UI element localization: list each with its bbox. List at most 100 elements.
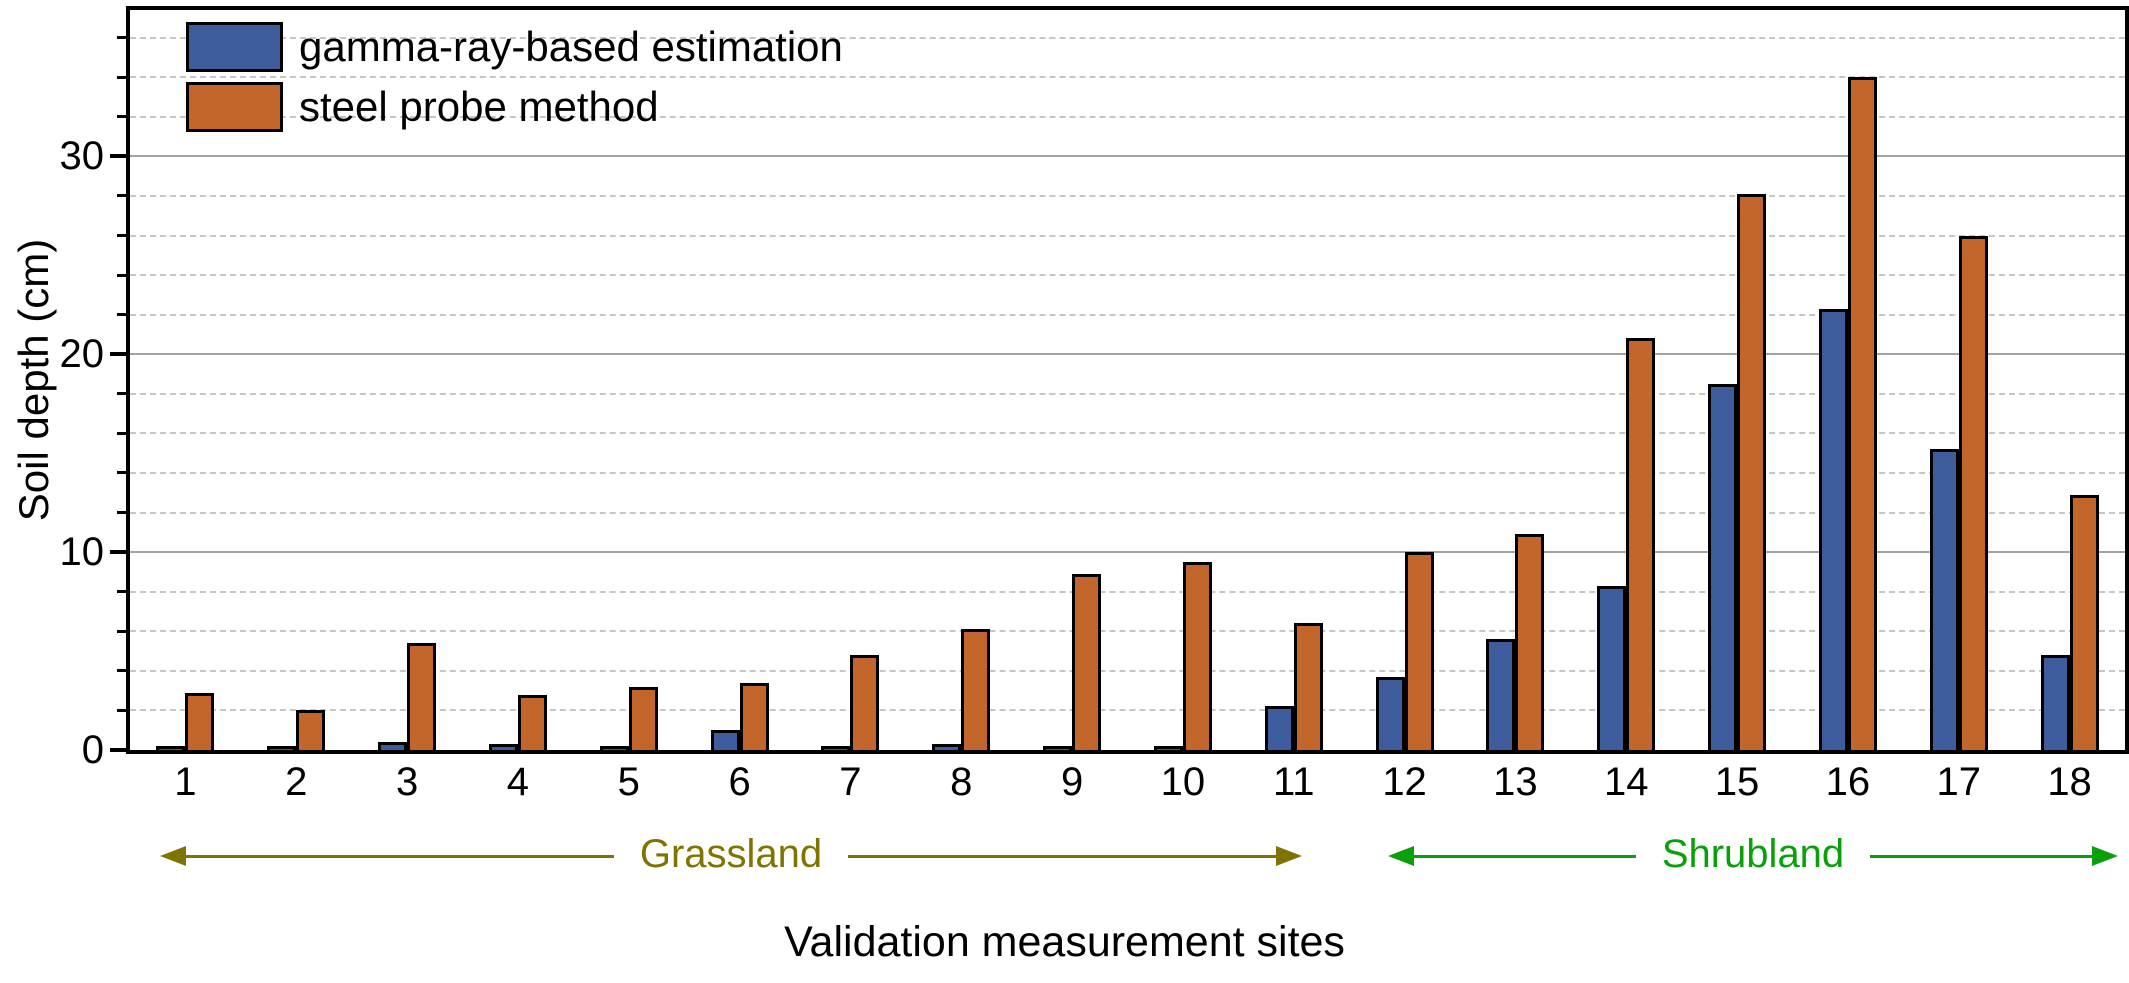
bar-gamma-site-15 — [1708, 384, 1738, 750]
arrow-right-icon — [1276, 846, 1302, 866]
major-gridline-10 — [130, 551, 2125, 554]
bar-group-site-15 — [1682, 10, 1793, 750]
region-label-shrubland: Shrubland — [1661, 832, 1845, 876]
bar-steel-site-2 — [296, 710, 326, 750]
bar-group-site-18 — [2014, 10, 2125, 750]
x-tick-label-6: 6 — [728, 760, 751, 804]
arrow-left-icon — [1388, 846, 1414, 866]
minor-gridline-32 — [130, 115, 2125, 118]
y-minor-tick-28 — [117, 194, 126, 198]
x-tick-label-15: 15 — [1714, 760, 1760, 804]
minor-gridline-2 — [130, 709, 2125, 712]
bar-group-site-6 — [684, 10, 795, 750]
legend: gamma-ray-based estimation steel probe m… — [186, 22, 843, 132]
bar-group-site-7 — [795, 10, 906, 750]
legend-label-steel: steel probe method — [299, 83, 659, 130]
minor-gridline-14 — [130, 471, 2125, 474]
bar-gamma-site-5 — [599, 746, 629, 750]
arrow-line — [848, 854, 1276, 858]
bar-group-site-4 — [463, 10, 574, 750]
x-tick-label-10: 10 — [1160, 760, 1206, 804]
legend-swatch-steel-icon — [186, 82, 283, 132]
arrow-left-icon — [160, 846, 186, 866]
arrow-line — [186, 854, 614, 858]
bar-gamma-site-8 — [932, 744, 962, 750]
y-minor-tick-8 — [117, 590, 126, 594]
bar-gamma-site-4 — [488, 744, 518, 750]
y-minor-tick-2 — [117, 708, 126, 712]
y-minor-tick-32 — [117, 115, 126, 119]
x-tick-label-14: 14 — [1603, 760, 1649, 804]
arrow-right-icon — [2092, 846, 2118, 866]
y-major-tick-0 — [110, 748, 126, 752]
y-tick-label-0: 0 — [81, 728, 104, 772]
bar-gamma-site-1 — [156, 746, 186, 750]
bar-group-site-8 — [906, 10, 1017, 750]
legend-swatch-gamma-icon — [186, 22, 283, 72]
y-major-tick-10 — [110, 550, 126, 555]
y-major-tick-30 — [110, 154, 126, 159]
bar-group-site-17 — [1903, 10, 2014, 750]
y-minor-tick-18 — [117, 392, 126, 396]
bar-gamma-site-17 — [1929, 449, 1959, 750]
y-tick-label-10: 10 — [59, 530, 105, 575]
y-minor-tick-36 — [117, 36, 126, 40]
bar-gamma-site-14 — [1597, 586, 1627, 750]
y-minor-tick-14 — [117, 471, 126, 475]
minor-gridline-36 — [130, 36, 2125, 39]
y-minor-tick-4 — [117, 669, 126, 673]
x-tick-label-4: 4 — [506, 760, 530, 804]
bar-steel-site-18 — [2069, 495, 2099, 750]
bar-steel-site-10 — [1182, 562, 1212, 750]
x-axis-title: Validation measurement sites — [784, 918, 1345, 966]
bar-group-site-2 — [241, 10, 352, 750]
legend-item-steel: steel probe method — [186, 82, 843, 132]
y-minor-tick-34 — [117, 75, 126, 79]
bar-gamma-site-2 — [267, 746, 297, 750]
bar-gamma-site-13 — [1486, 639, 1516, 750]
bar-group-site-16 — [1793, 10, 1904, 750]
legend-item-gamma: gamma-ray-based estimation — [186, 22, 843, 72]
bar-steel-site-8 — [961, 629, 991, 750]
x-tick-label-2: 2 — [285, 760, 308, 804]
bar-group-site-1 — [130, 10, 241, 750]
region-arrow-grassland: Grassland — [160, 832, 1302, 876]
bar-steel-site-13 — [1515, 534, 1545, 750]
major-gridline-20 — [130, 353, 2125, 356]
y-minor-tick-16 — [117, 431, 126, 435]
y-minor-tick-12 — [117, 511, 126, 515]
arrow-line — [1870, 854, 2092, 858]
minor-gridline-34 — [130, 76, 2125, 79]
bar-group-site-13 — [1460, 10, 1571, 750]
bar-gamma-site-18 — [2040, 655, 2070, 750]
y-minor-tick-22 — [117, 313, 126, 317]
y-axis-title: Soil depth (cm) — [10, 238, 57, 522]
x-tick-label-17: 17 — [1936, 760, 1981, 804]
bar-steel-site-11 — [1293, 623, 1323, 750]
minor-gridline-12 — [130, 511, 2125, 514]
minor-gridline-8 — [130, 590, 2125, 593]
bar-steel-site-17 — [1958, 236, 1988, 750]
minor-gridline-28 — [130, 194, 2125, 197]
bar-group-site-9 — [1017, 10, 1128, 750]
major-gridline-30 — [130, 155, 2125, 158]
minor-gridline-22 — [130, 313, 2125, 316]
x-tick-label-16: 16 — [1825, 760, 1871, 804]
y-minor-tick-6 — [117, 629, 126, 633]
bar-steel-site-16 — [1847, 77, 1877, 750]
region-arrow-shrubland: Shrubland — [1388, 832, 2118, 876]
bar-gamma-site-7 — [821, 746, 851, 750]
x-tick-label-3: 3 — [395, 760, 419, 804]
bar-steel-site-7 — [850, 655, 880, 750]
minor-gridline-4 — [130, 669, 2125, 672]
region-label-grassland: Grassland — [639, 832, 823, 876]
bar-steel-site-4 — [517, 695, 547, 750]
bar-gamma-site-3 — [378, 742, 408, 750]
y-tick-label-20: 20 — [59, 332, 105, 377]
x-tick-label-1: 1 — [174, 760, 197, 804]
minor-gridline-18 — [130, 392, 2125, 395]
bar-steel-site-9 — [1072, 574, 1102, 750]
bar-group-site-14 — [1571, 10, 1682, 750]
bar-gamma-site-6 — [710, 730, 740, 750]
